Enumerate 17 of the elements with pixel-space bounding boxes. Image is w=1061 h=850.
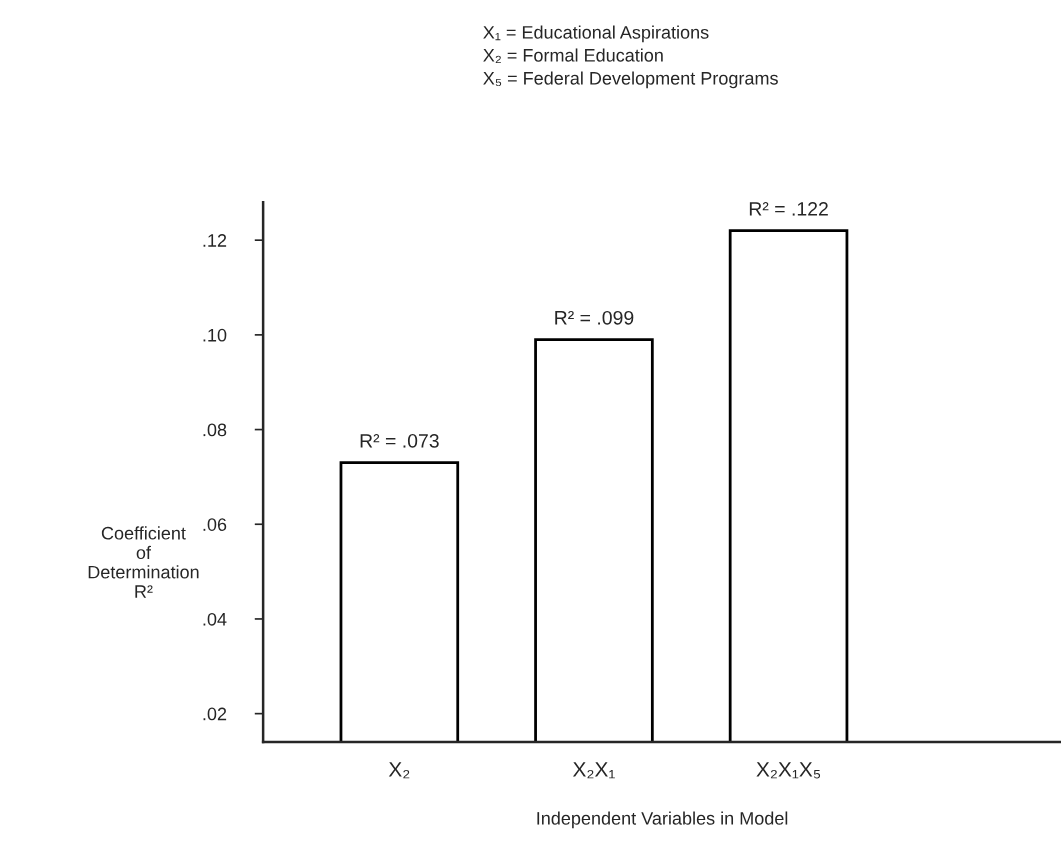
y-tick-label: .06 [203,518,227,531]
y-tick-label: .12 [203,234,227,247]
text: X₂ = Formal Education [483,48,663,64]
text: X₁ = Educational Aspirations [483,25,709,43]
y-tick-label: .04 [203,612,227,626]
y-axis-title: Coefficient of Determination R² [88,526,199,598]
data-label: R² = .073 [360,433,439,448]
y-tick-label: .08 [203,423,227,437]
x-axis-title: Independent Variables in Model [537,811,788,829]
x-tick-label: X₂ [388,762,410,779]
x-tick-label: X₂X₁ [572,762,615,779]
text: X₅ = Federal Development Programs [483,71,778,89]
data-label: R² = .122 [749,201,828,216]
x-tick-label: X₂X₁X₅ [756,762,821,779]
data-label: R² = .099 [555,310,634,325]
y-tick-label: .10 [203,328,227,342]
y-tick-label: .02 [203,707,227,721]
